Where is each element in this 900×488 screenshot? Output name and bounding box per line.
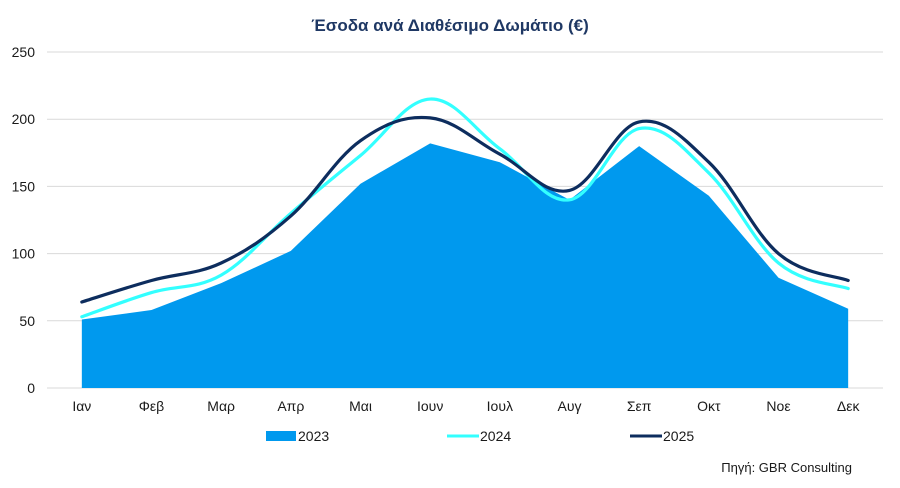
x-tick-label: Νοε bbox=[766, 398, 790, 414]
legend-label-2023: 2023 bbox=[298, 428, 329, 444]
y-tick-label: 200 bbox=[12, 111, 36, 127]
line-layer bbox=[80, 97, 850, 319]
y-tick-label: 50 bbox=[19, 313, 35, 329]
legend-label-2024: 2024 bbox=[480, 428, 511, 444]
legend-label-2025: 2025 bbox=[663, 428, 694, 444]
legend: 2023 2024 2025 bbox=[266, 428, 694, 444]
y-tick-label: 150 bbox=[12, 178, 36, 194]
legend-swatch-2023 bbox=[266, 431, 296, 441]
series-2024-line bbox=[80, 97, 850, 319]
series-2023-area bbox=[81, 143, 849, 388]
y-tick-label: 250 bbox=[12, 44, 36, 60]
source-note: Πηγή: GBR Consulting bbox=[721, 460, 852, 475]
x-tick-label: Σεπ bbox=[627, 398, 652, 414]
axis-layer: 0 50 100 150 200 250 Ιαν Φεβ Μαρ Απρ Μαι Ιουν Ιουλ Αυ… bbox=[12, 44, 861, 414]
x-tick-label: Ιαν bbox=[72, 398, 91, 414]
y-tick-label: 100 bbox=[12, 246, 36, 262]
x-tick-label: Απρ bbox=[277, 398, 304, 414]
area-layer bbox=[81, 143, 849, 388]
y-tick-label: 0 bbox=[27, 380, 35, 396]
chart-title: Έσοδα ανά Διαθέσιμο Δωμάτιο (€) bbox=[311, 16, 589, 35]
x-tick-label: Αυγ bbox=[558, 398, 582, 414]
x-tick-label: Φεβ bbox=[139, 398, 164, 414]
x-tick-label: Δεκ bbox=[837, 398, 861, 414]
x-tick-label: Οκτ bbox=[697, 398, 721, 414]
x-tick-label: Μαρ bbox=[207, 398, 235, 414]
x-tick-label: Μαι bbox=[349, 398, 372, 414]
series-2025-line bbox=[80, 115, 850, 304]
x-tick-label: Ιουν bbox=[417, 398, 443, 414]
x-tick-label: Ιουλ bbox=[487, 398, 513, 414]
